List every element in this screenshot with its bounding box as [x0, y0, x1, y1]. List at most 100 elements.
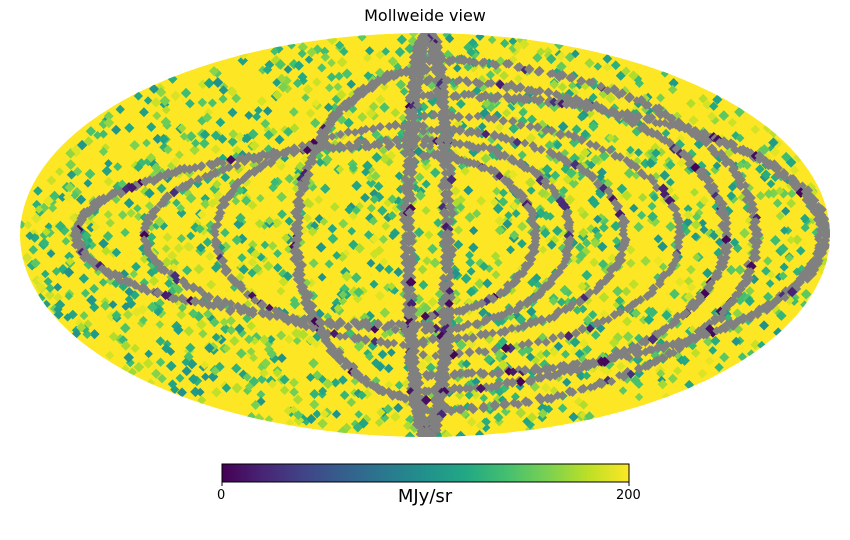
sky-pixel [480, 153, 491, 164]
missing-data-pixel [727, 295, 739, 307]
sky-pixel [365, 46, 375, 56]
sky-pixel [353, 341, 364, 352]
sky-pixel [673, 366, 683, 376]
sky-pixel [125, 358, 135, 368]
sky-pixel [347, 226, 356, 236]
missing-data-pixel [710, 148, 721, 159]
sky-pixel [572, 305, 582, 315]
sky-pixel [188, 308, 199, 319]
sky-pixel [293, 60, 305, 71]
sky-pixel [368, 101, 379, 112]
missing-data-pixel [712, 271, 723, 282]
missing-data-pixel [425, 90, 437, 102]
missing-data-pixel [406, 193, 417, 204]
sky-pixel [387, 56, 398, 67]
sky-pixel [546, 240, 557, 250]
missing-data-pixel [623, 304, 633, 314]
sky-pixel [320, 46, 330, 57]
missing-data-pixel [761, 304, 773, 315]
sky-pixel [387, 210, 397, 221]
sky-pixel [273, 218, 283, 228]
sky-pixel [455, 99, 466, 109]
sky-pixel [784, 295, 795, 306]
missing-data-pixel [446, 270, 456, 281]
sky-pixel [210, 366, 220, 376]
sky-pixel [327, 233, 339, 245]
sky-pixel [262, 106, 273, 116]
sky-pixel [455, 194, 466, 205]
missing-data-pixel [480, 57, 489, 66]
sky-pixel [452, 198, 461, 207]
sky-pixel [379, 102, 390, 113]
sky-pixel [209, 66, 220, 77]
sky-pixel [247, 128, 259, 140]
missing-data-pixel [453, 333, 463, 343]
sky-pixel [250, 336, 260, 346]
sky-pixel [219, 317, 229, 327]
sky-pixel [510, 201, 520, 211]
sky-pixel [697, 368, 708, 379]
sky-pixel [537, 188, 548, 199]
sky-pixel [211, 332, 221, 342]
missing-data-pixel [591, 140, 602, 151]
sky-pixel [529, 381, 540, 392]
missing-data-pixel [419, 111, 430, 121]
missing-data-pixel [636, 94, 647, 106]
missing-data-pixel [589, 359, 599, 369]
missing-data-pixel [523, 202, 533, 212]
sky-pixel [263, 129, 274, 141]
missing-data-pixel [689, 333, 699, 343]
missing-data-pixel [501, 286, 511, 297]
sky-pixel [298, 329, 309, 340]
missing-data-pixel [606, 264, 617, 275]
missing-data-pixel [519, 364, 531, 376]
missing-data-pixel [404, 207, 415, 218]
missing-data-pixel [406, 215, 416, 226]
sky-pixel [185, 98, 195, 109]
missing-data-pixel [698, 329, 708, 339]
sky-pixel [90, 222, 101, 232]
missing-data-pixel [536, 395, 546, 405]
sky-pixel [113, 162, 123, 172]
sky-pixel [281, 233, 291, 243]
sky-pixel [375, 94, 386, 105]
sky-pixel [734, 106, 745, 118]
sky-pixel [494, 215, 505, 227]
sky-pixel [374, 263, 385, 273]
sky-pixel [508, 55, 518, 65]
low-value-pixel [420, 311, 430, 321]
missing-data-pixel [585, 288, 595, 297]
sky-pixel [167, 379, 178, 389]
sky-pixel [568, 178, 579, 189]
missing-data-pixel [748, 222, 759, 233]
sky-pixel [65, 159, 76, 170]
sky-pixel [283, 126, 294, 137]
missing-data-pixel [492, 91, 503, 102]
sky-pixel [366, 203, 376, 213]
sky-pixel [197, 395, 207, 405]
sky-pixel [383, 198, 393, 208]
sky-pixel [133, 91, 143, 101]
sky-pixel [540, 382, 551, 393]
sky-pixel [266, 334, 276, 344]
sky-pixel [640, 158, 651, 169]
sky-pixel [311, 98, 321, 108]
sky-pixel [89, 283, 99, 294]
missing-data-pixel [703, 175, 715, 186]
sky-pixel [248, 140, 260, 151]
sky-pixel [186, 131, 197, 142]
missing-data-pixel [438, 91, 450, 103]
sky-pixel [158, 133, 169, 145]
sky-map-pixels [20, 33, 830, 437]
missing-data-pixel [728, 321, 738, 331]
sky-pixel [160, 116, 172, 128]
sky-pixel [742, 161, 752, 170]
sky-pixel [39, 238, 49, 248]
sky-pixel [686, 282, 697, 292]
sky-pixel [757, 340, 767, 350]
sky-pixel [796, 246, 806, 256]
low-value-pixel [599, 356, 610, 367]
sky-pixel [312, 409, 322, 419]
sky-pixel [369, 188, 380, 199]
